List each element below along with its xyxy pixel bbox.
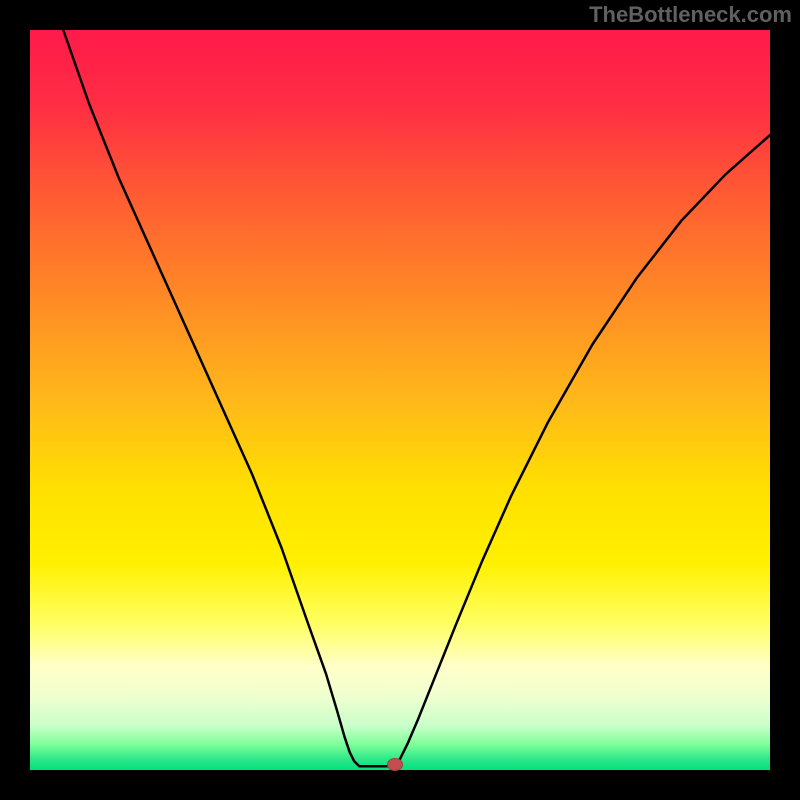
watermark-text: TheBottleneck.com [589,2,792,28]
plot-area [30,30,770,770]
optimal-marker [387,758,403,771]
chart-container: TheBottleneck.com [0,0,800,800]
curve-path [63,30,770,766]
bottleneck-curve [30,30,770,770]
